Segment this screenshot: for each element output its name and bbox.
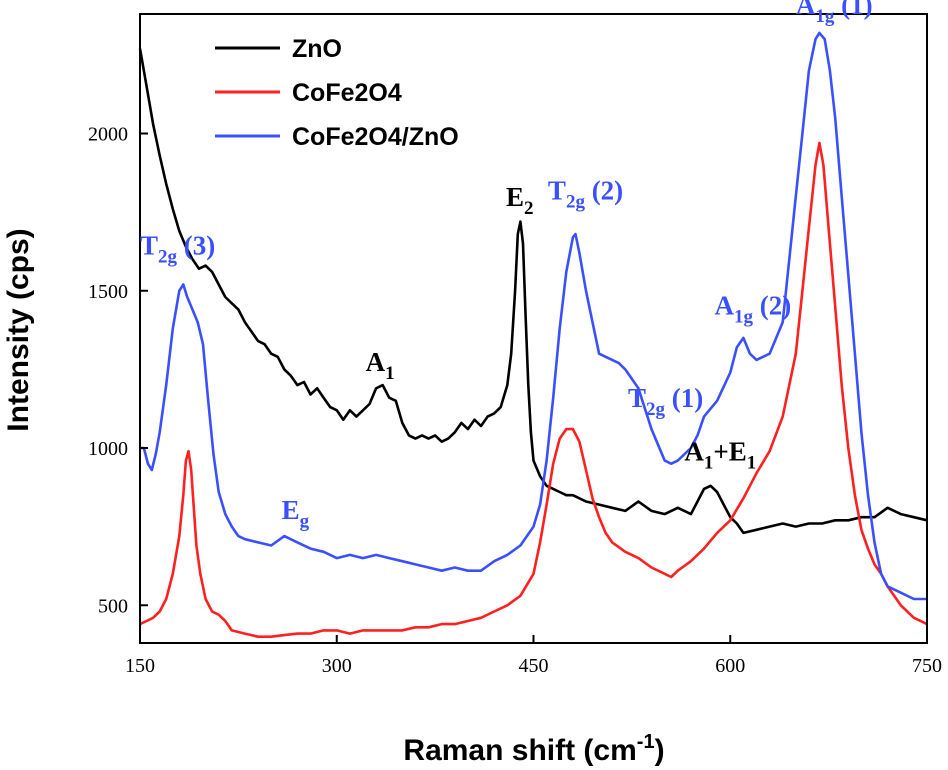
x-tick-label: 750	[912, 655, 942, 677]
peak-label: A1+E1	[684, 437, 756, 474]
x-axis-title: Raman shift (cm-1)	[403, 731, 664, 767]
x-axis-title-end: )	[655, 734, 665, 767]
peak-label: A1	[366, 347, 395, 384]
y-tick-label: 1000	[88, 438, 128, 460]
peak-label: A1g (2)	[715, 290, 792, 327]
axis-ticks: 150 300 450 600 750 500 1000 1500 2000	[88, 124, 942, 677]
series-line-zno	[138, 48, 928, 535]
x-tick-label: 450	[519, 655, 549, 677]
series-line-cofe2o4-zno	[140, 31, 927, 601]
legend: ZnO CoFe2O4 CoFe2O4/ZnO	[215, 35, 459, 151]
series-line-cofe2o4	[139, 141, 928, 638]
peak-label: A1g (1)	[796, 0, 873, 27]
peak-labels: T2g (3) Eg A1 E2 T2g (2) A1g (2) T2g (1) A1+E1 A…	[140, 0, 873, 532]
y-tick-label: 500	[98, 595, 128, 617]
y-tick-label: 2000	[88, 124, 128, 146]
peak-label: Eg	[282, 495, 310, 532]
series-layer	[138, 31, 928, 638]
x-tick-label: 300	[322, 655, 352, 677]
peak-label: T2g (3)	[140, 231, 215, 268]
peak-label: T2g (1)	[628, 383, 703, 420]
legend-label-cofe2o4: CoFe2O4	[292, 79, 402, 107]
plot-frame	[139, 13, 928, 644]
x-tick-label: 150	[125, 655, 155, 677]
y-axis-title: Intensity (cps)	[2, 228, 35, 431]
legend-label-cofe2o4-zno: CoFe2O4/ZnO	[292, 123, 459, 151]
x-axis-title-sup: -1	[637, 731, 655, 753]
x-axis-title-main: Raman shift (cm	[403, 734, 636, 767]
x-tick-label: 600	[715, 655, 745, 677]
y-tick-label: 1500	[88, 281, 128, 303]
legend-label-zno: ZnO	[292, 35, 342, 63]
peak-label: E2	[506, 182, 534, 219]
peak-label: T2g (2)	[548, 176, 623, 213]
